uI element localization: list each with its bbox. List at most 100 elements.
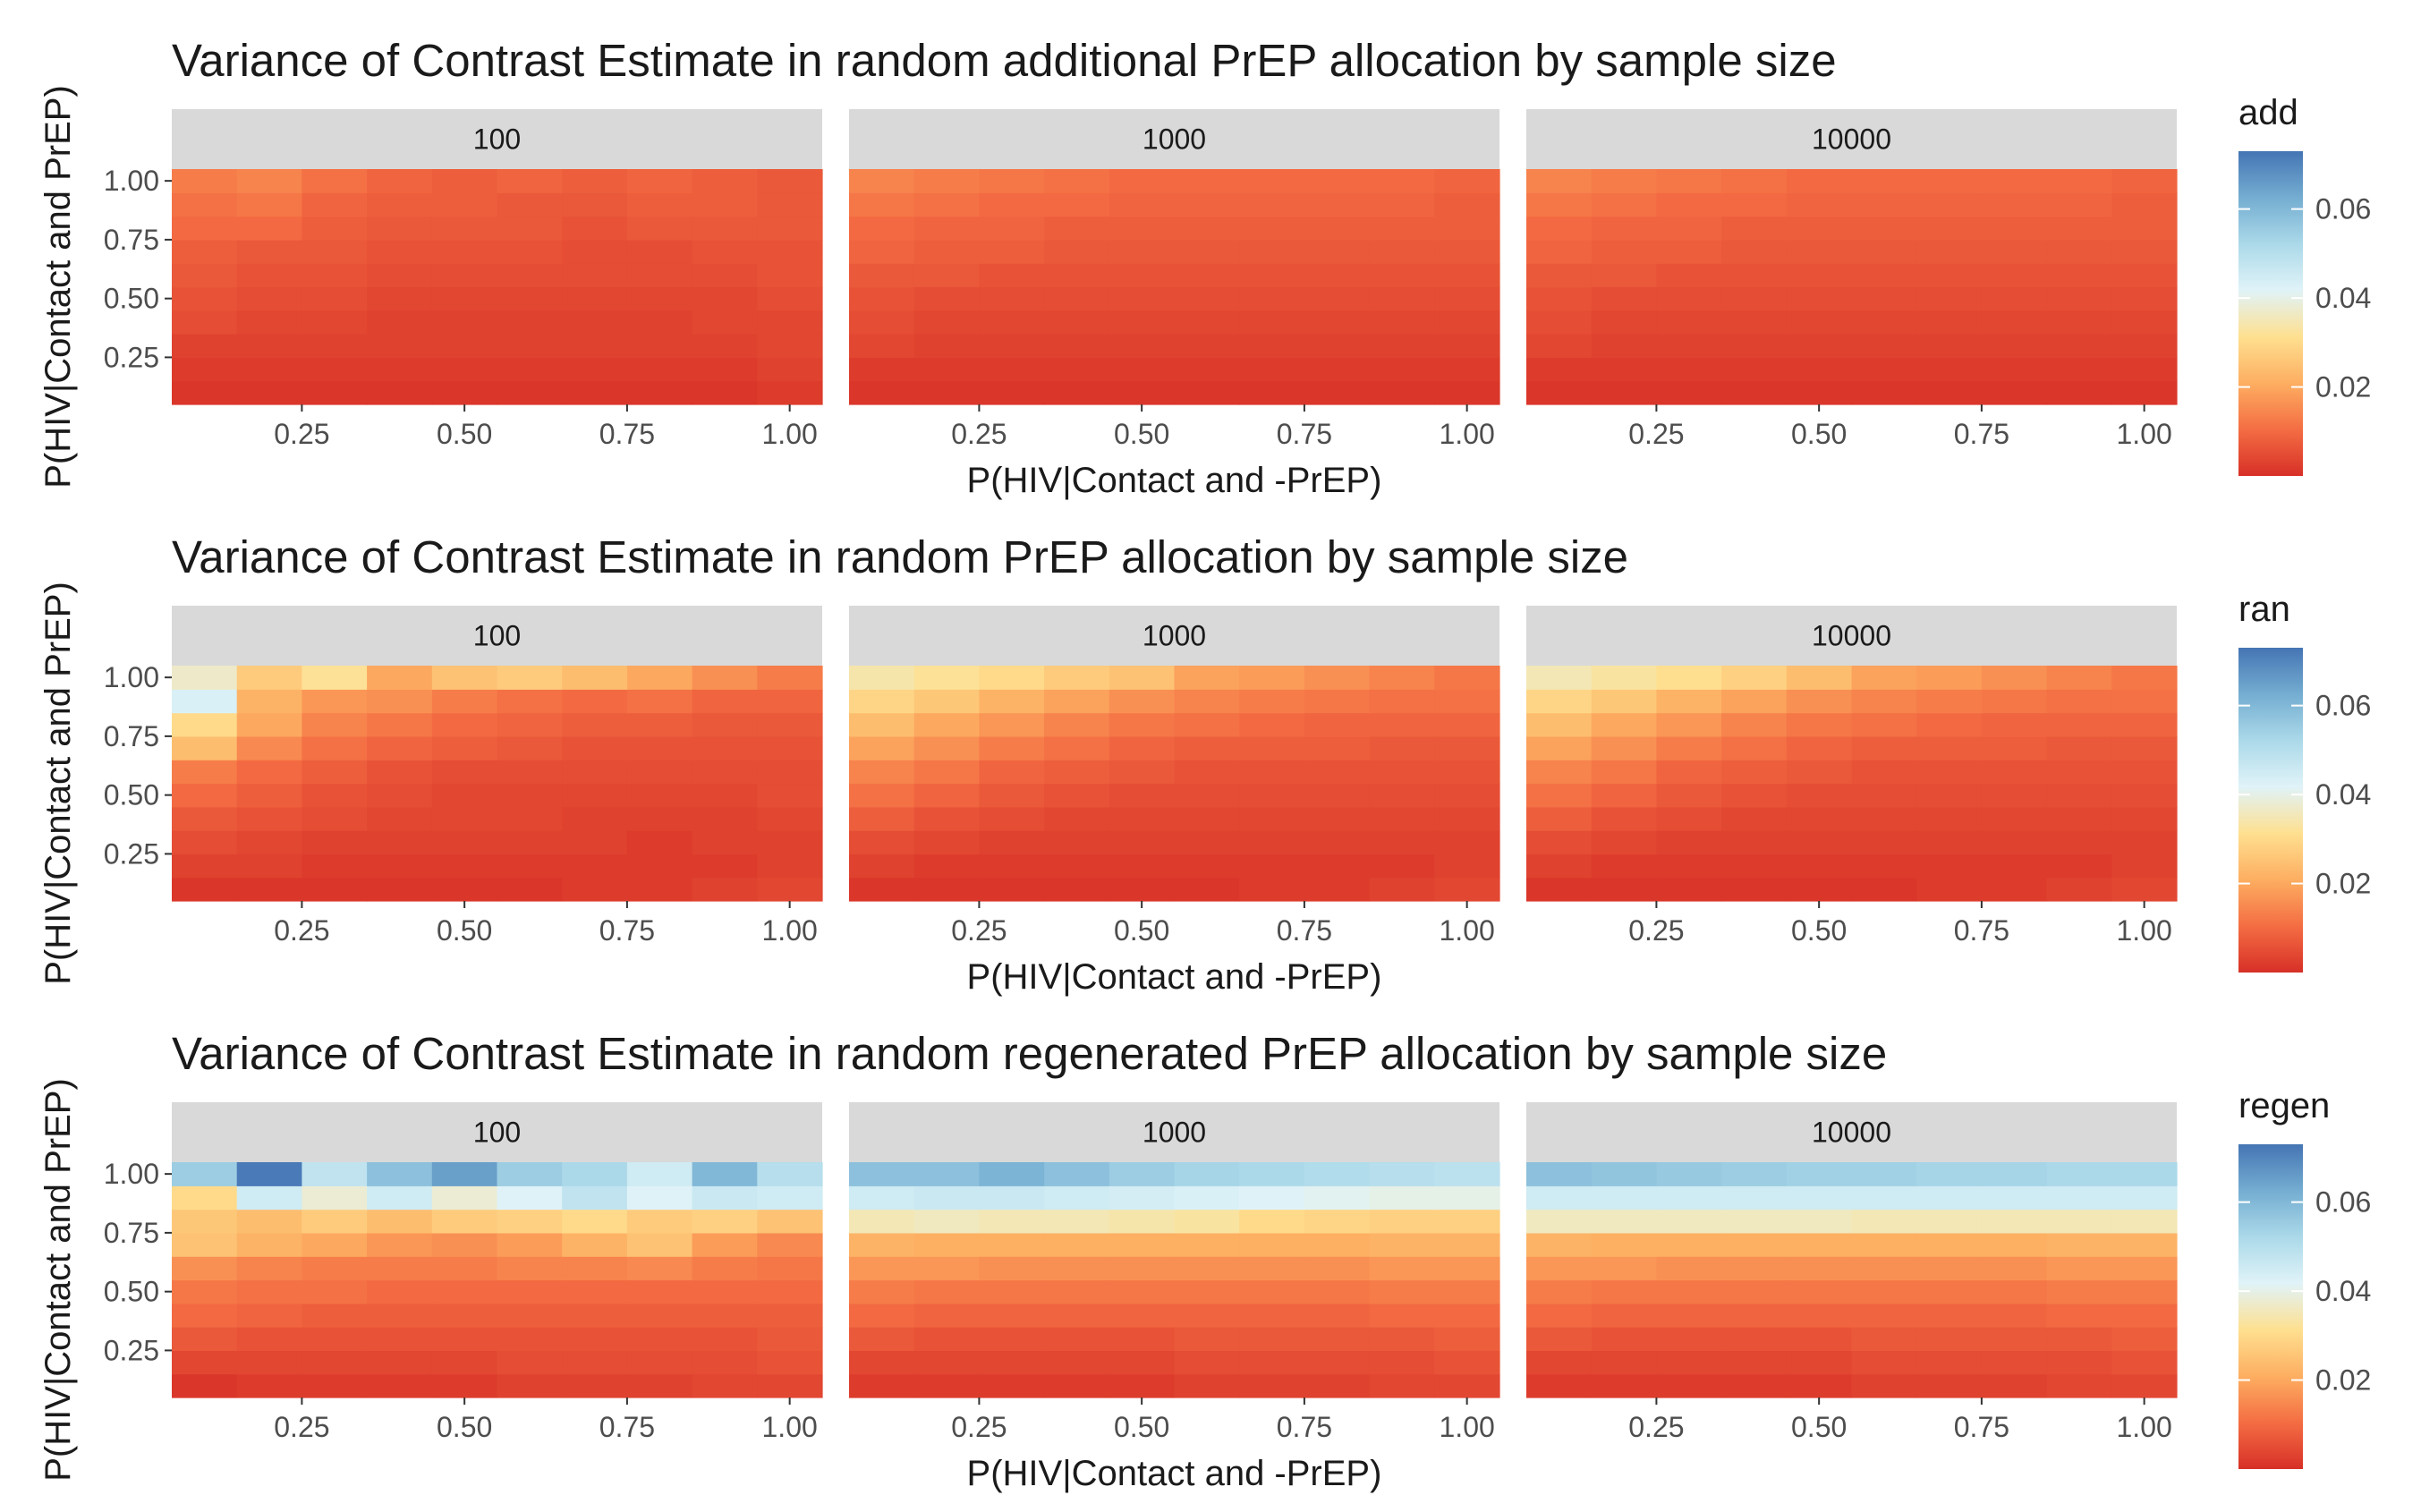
heatmap-tile: [913, 1279, 980, 1304]
heatmap-tile: [367, 689, 433, 714]
heatmap-tile: [1044, 760, 1110, 785]
heatmap-tile: [1174, 263, 1240, 288]
heatmap-tile: [692, 1373, 758, 1398]
heatmap-tile: [1786, 286, 1853, 311]
heatmap-tile: [431, 735, 498, 760]
heatmap-tile: [367, 1209, 433, 1234]
heatmap-tile: [626, 1256, 693, 1281]
heatmap-tile: [757, 712, 823, 737]
heatmap-tile: [979, 1350, 1045, 1375]
heatmap-tile: [1109, 1303, 1176, 1328]
facet-strip: [172, 606, 822, 666]
heatmap-tile: [757, 830, 823, 854]
heatmap-tile: [1434, 239, 1500, 264]
heatmap-tile: [1369, 216, 1435, 241]
heatmap-tile: [1916, 783, 1983, 808]
heatmap-tile: [1981, 1373, 2048, 1398]
legend-title: regen: [2238, 1086, 2330, 1126]
heatmap-tile: [849, 310, 915, 335]
heatmap-tile: [2046, 830, 2112, 854]
heatmap-tile: [2111, 760, 2178, 785]
heatmap-tile: [2111, 263, 2178, 288]
heatmap-tile: [692, 689, 758, 714]
heatmap-tile: [236, 877, 302, 902]
heatmap-tile: [1981, 1209, 2048, 1234]
heatmap-tile: [1721, 666, 1788, 690]
heatmap-tile: [1434, 783, 1500, 808]
heatmap-tile: [1656, 1327, 1722, 1351]
heatmap-tile: [1434, 1279, 1500, 1304]
heatmap-tile: [1109, 1279, 1176, 1304]
heatmap-tile: [1656, 760, 1722, 785]
heatmap-tile: [1786, 666, 1853, 690]
heatmap-tile: [302, 334, 368, 358]
heatmap-tile: [1304, 877, 1371, 902]
heatmap-tile: [1721, 830, 1788, 854]
heatmap-tile: [431, 666, 498, 690]
heatmap-tile: [172, 1350, 238, 1375]
heatmap-tile: [236, 1303, 302, 1328]
heatmap-tile: [236, 1256, 302, 1281]
heatmap-tile: [562, 310, 628, 335]
heatmap-tile: [692, 192, 758, 217]
heatmap-tile: [1044, 1373, 1110, 1398]
heatmap-tile: [302, 239, 368, 264]
heatmap-tile: [1239, 1185, 1305, 1210]
heatmap-tile: [1369, 286, 1435, 311]
y-tick-label: 0.25: [104, 837, 159, 870]
heatmap-tile: [1044, 1279, 1110, 1304]
heatmap-tile: [913, 169, 980, 193]
heatmap-tile: [172, 192, 238, 217]
heatmap-tile: [236, 735, 302, 760]
y-tick-label: 0.75: [104, 1217, 159, 1249]
heatmap-tile: [1721, 1232, 1788, 1257]
heatmap-tile: [236, 1232, 302, 1257]
heatmap-tile: [1591, 1209, 1657, 1234]
heatmap-tile: [913, 1209, 980, 1234]
heatmap-tile: [626, 830, 693, 854]
heatmap-tile: [1304, 169, 1371, 193]
heatmap-tile: [1526, 1327, 1593, 1351]
heatmap-tile: [1721, 1279, 1788, 1304]
heatmap-tile: [1174, 1232, 1240, 1257]
heatmap-tile: [1916, 854, 1983, 879]
heatmap-tile: [913, 712, 980, 737]
heatmap-tile: [1044, 380, 1110, 405]
heatmap-tile: [302, 1162, 368, 1186]
x-tick-label: 0.75: [599, 418, 655, 450]
heatmap-tile: [1851, 310, 1917, 335]
facet-strip: [1526, 109, 2177, 169]
x-tick-label: 1.00: [1440, 418, 1495, 450]
heatmap-tile: [1851, 357, 1917, 382]
heatmap-tile: [1981, 1303, 2048, 1328]
heatmap-tile: [1721, 1185, 1788, 1210]
heatmap-tile: [431, 1350, 498, 1375]
heatmap-tile: [1109, 239, 1176, 264]
heatmap-tile: [1786, 192, 1853, 217]
heatmap-tile: [979, 1162, 1045, 1186]
heatmap-tile: [497, 1373, 563, 1398]
heatmap-tile: [497, 1327, 563, 1351]
heatmap-tile: [367, 854, 433, 879]
heatmap-tile: [1981, 666, 2048, 690]
heatmap-tile: [757, 1279, 823, 1304]
heatmap-tile: [1044, 263, 1110, 288]
heatmap-tile: [1044, 830, 1110, 854]
heatmap-tile: [562, 1327, 628, 1351]
heatmap-tile: [692, 1232, 758, 1257]
heatmap-tile: [497, 1303, 563, 1328]
heatmap-tile: [562, 1350, 628, 1375]
heatmap-tile: [1174, 357, 1240, 382]
heatmap-tile: [1851, 735, 1917, 760]
heatmap-tile: [1721, 783, 1788, 808]
y-axis-label: P(HIV|Contact and PrEP): [38, 582, 78, 985]
heatmap-tile: [431, 192, 498, 217]
facet-label: 10000: [1812, 1117, 1891, 1149]
heatmap-tile: [1656, 854, 1722, 879]
heatmap-tile: [1109, 1185, 1176, 1210]
heatmap-tile: [302, 877, 368, 902]
heatmap-tile: [1239, 310, 1305, 335]
chart-title: Variance of Contrast Estimate in random …: [172, 531, 1628, 582]
heatmap-tile: [1369, 1232, 1435, 1257]
heatmap-tile: [1721, 1256, 1788, 1281]
